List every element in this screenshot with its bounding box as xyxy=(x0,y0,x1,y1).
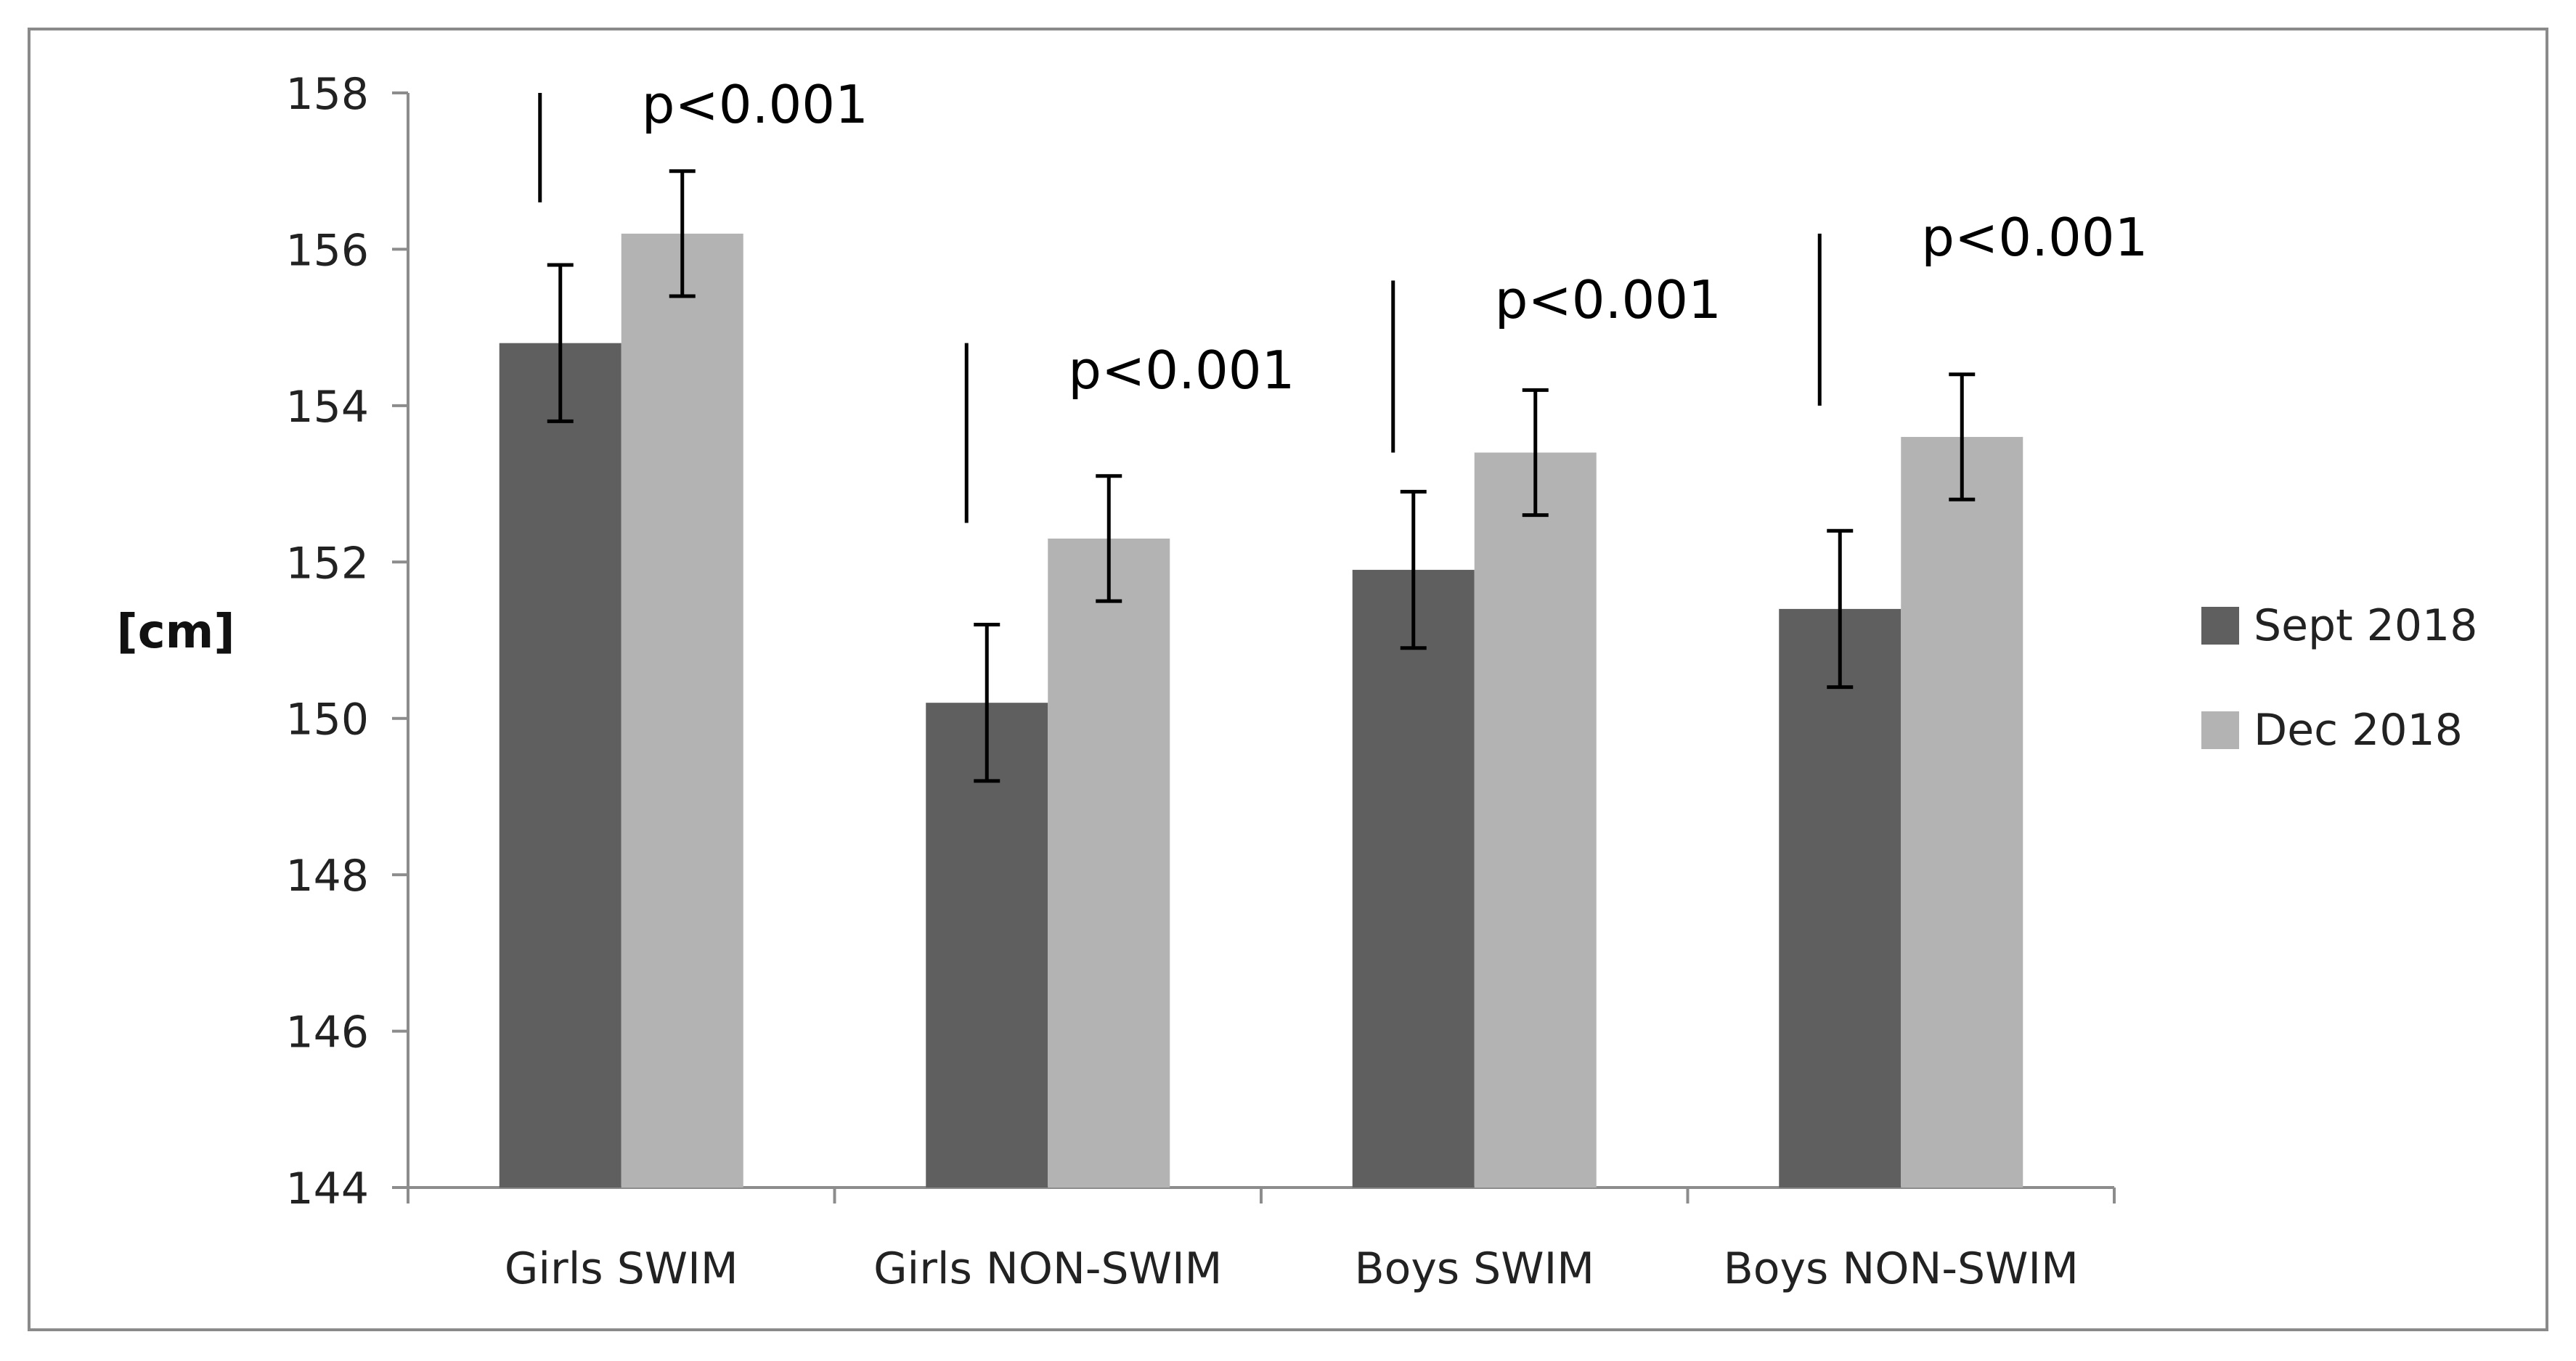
legend-label: Dec 2018 xyxy=(2254,705,2463,756)
error-bars xyxy=(547,169,1976,783)
p-value-label: p<0.001 xyxy=(1921,207,2148,268)
y-tick-label: 144 xyxy=(285,1164,369,1214)
legend-swatch xyxy=(2201,711,2239,749)
bar xyxy=(1779,608,1902,1188)
x-tick-label: Girls NON-SWIM xyxy=(873,1243,1222,1294)
x-tick-label: Boys SWIM xyxy=(1354,1243,1594,1294)
bar xyxy=(1352,570,1475,1188)
legend: Sept 2018 Dec 2018 xyxy=(2201,600,2477,756)
y-tick-label: 156 xyxy=(285,225,369,276)
y-tick-label: 152 xyxy=(285,538,369,589)
bar xyxy=(926,703,1048,1188)
p-value-label: p<0.001 xyxy=(1495,269,1721,330)
bar xyxy=(621,233,743,1188)
y-axis-label: [cm] xyxy=(116,605,235,659)
bar xyxy=(1048,538,1170,1188)
y-tick-label: 148 xyxy=(285,851,369,902)
bar xyxy=(499,343,621,1188)
p-value-label: p<0.001 xyxy=(642,74,868,135)
y-tick-label: 154 xyxy=(285,382,369,433)
legend-label: Sept 2018 xyxy=(2254,600,2477,651)
y-tick-label: 158 xyxy=(285,69,369,120)
bar xyxy=(1901,436,2023,1188)
x-axis: Girls SWIM Girls NON-SWIM Boys SWIM Boys NO… xyxy=(407,1186,2116,1294)
significance-annotations: p<0.001 p<0.001 p<0.001 p<0.001 xyxy=(538,74,2148,523)
x-tick-label: Girls SWIM xyxy=(505,1243,738,1294)
p-value-label: p<0.001 xyxy=(1068,340,1295,401)
y-tick-label: 146 xyxy=(285,1008,369,1058)
chart-frame xyxy=(28,28,2548,1331)
bars xyxy=(499,233,2023,1188)
legend-swatch xyxy=(2201,607,2239,645)
y-tick-label: 150 xyxy=(285,695,369,745)
x-tick-label: Boys NON-SWIM xyxy=(1724,1243,2079,1294)
bar xyxy=(1474,452,1597,1188)
y-axis: 144 146 148 150 152 154 156 158 xyxy=(285,69,409,1214)
